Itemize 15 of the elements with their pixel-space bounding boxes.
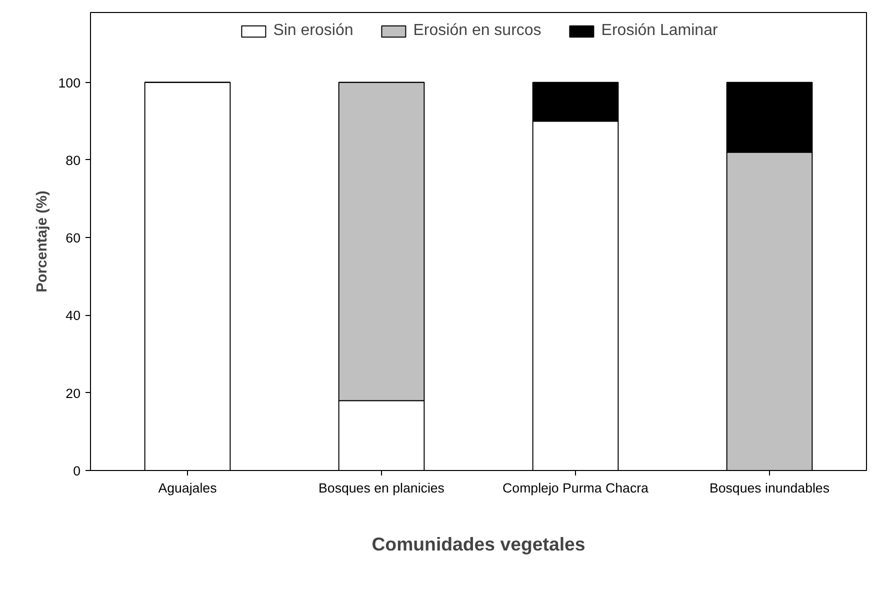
y-tick-label: 100 — [58, 75, 81, 90]
y-tick-label: 60 — [66, 230, 81, 246]
legend-label: Erosión Laminar — [601, 22, 718, 40]
x-tick-label: Aguajales — [158, 480, 218, 496]
y-tick-label: 80 — [66, 152, 81, 168]
x-axis-title: Comunidades vegetales — [372, 534, 586, 554]
legend-label: Erosión en surcos — [413, 22, 542, 40]
x-tick-label: Bosques inundables — [709, 480, 830, 496]
y-axis-title: Porcentaje (%) — [34, 190, 50, 292]
legend-label: Sin erosión — [273, 22, 354, 40]
x-tick-label: Complejo Purma Chacra — [502, 480, 650, 496]
y-tick-label: 0 — [73, 464, 81, 478]
y-tick-label: 20 — [66, 386, 81, 401]
x-tick-label: Bosques en planicies — [318, 480, 445, 496]
y-tick-label: 40 — [66, 308, 81, 324]
